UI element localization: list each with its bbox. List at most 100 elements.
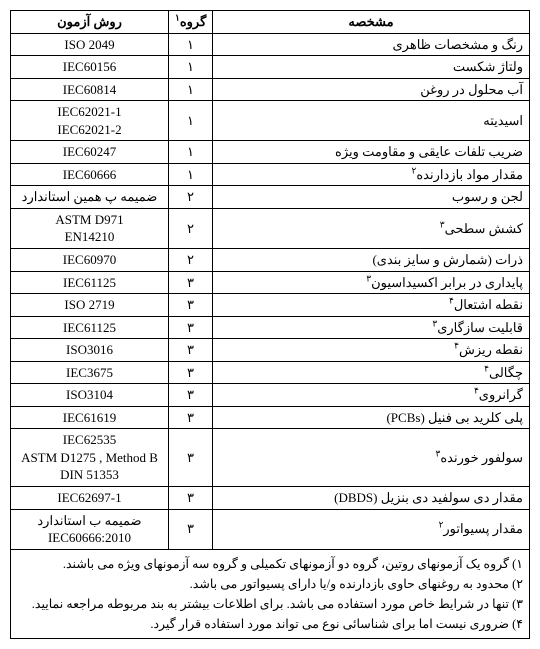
- table-row: IEC61619۳ پلی کلرید بی فنیل (PCBs): [11, 406, 530, 429]
- table-row: IEC60814۱ آب محلول در روغن: [11, 78, 530, 101]
- header-group: گروه۱: [169, 11, 213, 34]
- group-cell: ۱: [169, 56, 213, 79]
- spec-cell: اسیدیته: [213, 101, 530, 141]
- table-row: IEC3675۳چگالی۴: [11, 361, 530, 384]
- table-row: IEC60247۱ ضریب تلفات عایقی و مقاومت ویژه: [11, 141, 530, 164]
- method-cell: IEC62697-1: [11, 487, 169, 510]
- group-cell: ۳: [169, 361, 213, 384]
- table-row: IEC61125۳قابلیت سازگاری۳: [11, 316, 530, 339]
- spec-text: اسیدیته: [483, 113, 523, 128]
- spec-cell: مقدار پسیواتور۲: [213, 509, 530, 549]
- header-method: روش آزمون: [11, 11, 169, 34]
- table-row: IEC60666۱مقدار مواد بازدارنده۲: [11, 163, 530, 186]
- group-cell: ۳: [169, 406, 213, 429]
- method-cell: IEC3675: [11, 361, 169, 384]
- spec-text: آب محلول در روغن: [420, 82, 523, 97]
- table-row: IEC61125۳پایداری در برابر اکسیداسیون۳: [11, 271, 530, 294]
- spec-text: پایداری در برابر اکسیداسیون: [371, 275, 523, 290]
- spec-cell: پلی کلرید بی فنیل (PCBs): [213, 406, 530, 429]
- table-row: ضمیمه پ همین استاندارد۲ لجن و رسوب: [11, 186, 530, 209]
- spec-cell: پایداری در برابر اکسیداسیون۳: [213, 271, 530, 294]
- method-cell: IEC62021-1 IEC62021-2: [11, 101, 169, 141]
- group-cell: ۱: [169, 101, 213, 141]
- table-row: ISO 2049۱ رنگ و مشخصات ظاهری: [11, 33, 530, 56]
- method-cell: ISO 2719: [11, 294, 169, 317]
- spec-cell: گرانروی۴: [213, 384, 530, 407]
- spec-text: کشش سطحی: [445, 221, 523, 236]
- spec-text: پلی کلرید بی فنیل (PCBs): [386, 410, 523, 425]
- spec-text: گرانروی: [479, 387, 523, 402]
- table-row: IEC62697-1۳مقدار دی سولفید دی بنزیل (DBD…: [11, 487, 530, 510]
- group-cell: ۳: [169, 509, 213, 549]
- spec-cell: رنگ و مشخصات ظاهری: [213, 33, 530, 56]
- table-row: IEC62021-1 IEC62021-2۱ اسیدیته: [11, 101, 530, 141]
- spec-text: ضریب تلفات عایقی و مقاومت ویژه: [335, 144, 523, 159]
- spec-text: نقطه اشتعال: [454, 297, 523, 312]
- spec-cell: کشش سطحی۳: [213, 208, 530, 248]
- method-cell: ISO3104: [11, 384, 169, 407]
- group-cell: ۳: [169, 271, 213, 294]
- spec-text: چگالی: [489, 365, 523, 380]
- spec-cell: ضریب تلفات عایقی و مقاومت ویژه: [213, 141, 530, 164]
- table-row: ISO 2719۳نقطه اشتعال۴: [11, 294, 530, 317]
- method-cell: IEC60247: [11, 141, 169, 164]
- spec-cell: ولتاژ شکست: [213, 56, 530, 79]
- footnotes-cell: ۱) گروه یک آزمونهای روتین، گروه دو آزمون…: [11, 549, 530, 638]
- group-cell: ۱: [169, 33, 213, 56]
- spec-cell: نقطه ریزش۴: [213, 339, 530, 362]
- spec-cell: مقدار دی سولفید دی بنزیل (DBDS): [213, 487, 530, 510]
- header-group-text: گروه: [180, 14, 206, 29]
- spec-text: لجن و رسوب: [452, 189, 523, 204]
- method-cell: IEC61619: [11, 406, 169, 429]
- footnote-1: ۱) گروه یک آزمونهای روتین، گروه دو آزمون…: [17, 554, 523, 574]
- spec-cell: قابلیت سازگاری۳: [213, 316, 530, 339]
- table-row: ISO3016۳نقطه ریزش۴: [11, 339, 530, 362]
- spec-text: نقطه ریزش: [459, 342, 523, 357]
- table-row: ISO3104۳گرانروی۴: [11, 384, 530, 407]
- footnote-4: ۴) ضروری نیست اما برای شناسائی نوع می تو…: [17, 614, 523, 634]
- spec-cell: لجن و رسوب: [213, 186, 530, 209]
- spec-cell: نقطه اشتعال۴: [213, 294, 530, 317]
- spec-cell: آب محلول در روغن: [213, 78, 530, 101]
- spec-text: قابلیت سازگاری: [437, 320, 523, 335]
- method-cell: IEC60814: [11, 78, 169, 101]
- spec-cell: سولفور خورنده۳: [213, 429, 530, 487]
- group-cell: ۱: [169, 163, 213, 186]
- spec-text: رنگ و مشخصات ظاهری: [393, 37, 524, 52]
- group-cell: ۲: [169, 186, 213, 209]
- group-cell: ۱: [169, 78, 213, 101]
- table-row: IEC62535 ASTM D1275 , Method B DIN 51353…: [11, 429, 530, 487]
- spec-cell: چگالی۴: [213, 361, 530, 384]
- method-cell: IEC61125: [11, 271, 169, 294]
- footnotes-row: ۱) گروه یک آزمونهای روتین، گروه دو آزمون…: [11, 549, 530, 638]
- spec-table: روش آزمون گروه۱ مشخصه ISO 2049۱رنگ و مشخ…: [10, 10, 530, 639]
- group-cell: ۱: [169, 141, 213, 164]
- group-cell: ۲: [169, 249, 213, 272]
- footnote-3: ۳) تنها در شرایط خاص مورد استفاده می باش…: [17, 594, 523, 614]
- spec-text: مقدار دی سولفید دی بنزیل (DBDS): [334, 490, 523, 505]
- table-row: ASTM D971 EN14210۲کشش سطحی۳: [11, 208, 530, 248]
- spec-text: ذرات (شمارش و سایز بندی): [372, 252, 523, 267]
- spec-text: مقدار مواد بازدارنده: [416, 167, 523, 182]
- group-cell: ۳: [169, 316, 213, 339]
- method-cell: IEC60156: [11, 56, 169, 79]
- spec-cell: ذرات (شمارش و سایز بندی): [213, 249, 530, 272]
- header-row: روش آزمون گروه۱ مشخصه: [11, 11, 530, 34]
- table-row: IEC60970۲ ذرات (شمارش و سایز بندی): [11, 249, 530, 272]
- group-cell: ۲: [169, 208, 213, 248]
- method-cell: ASTM D971 EN14210: [11, 208, 169, 248]
- group-cell: ۳: [169, 294, 213, 317]
- table-row: IEC60156۱ ولتاژ شکست: [11, 56, 530, 79]
- spec-cell: مقدار مواد بازدارنده۲: [213, 163, 530, 186]
- method-cell: IEC62535 ASTM D1275 , Method B DIN 51353: [11, 429, 169, 487]
- group-cell: ۳: [169, 384, 213, 407]
- spec-text: ولتاژ شکست: [453, 59, 523, 74]
- group-cell: ۳: [169, 339, 213, 362]
- spec-text: سولفور خورنده: [440, 450, 523, 465]
- spec-text: مقدار پسیواتور: [443, 521, 523, 536]
- method-cell: ISO 2049: [11, 33, 169, 56]
- method-cell: ضمیمه پ همین استاندارد: [11, 186, 169, 209]
- method-cell: IEC60666: [11, 163, 169, 186]
- group-cell: ۳: [169, 429, 213, 487]
- method-cell: IEC60970: [11, 249, 169, 272]
